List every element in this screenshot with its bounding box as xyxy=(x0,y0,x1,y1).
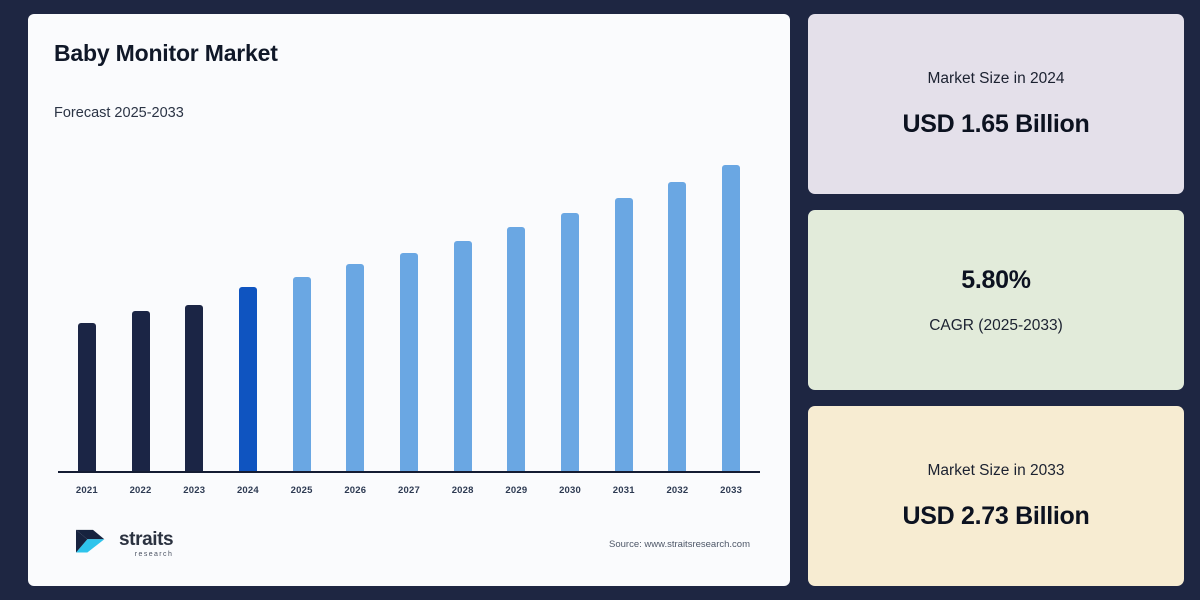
page-title: Baby Monitor Market xyxy=(54,40,278,66)
bar xyxy=(185,304,204,472)
bar-slot xyxy=(704,135,758,472)
x-axis-tick-label: 2033 xyxy=(720,485,743,496)
bar-slot xyxy=(382,135,436,472)
bar-slot xyxy=(221,135,275,472)
stat-card-label: Market Size in 2033 xyxy=(927,461,1065,479)
stat-card: Market Size in 2024 USD 1.65 Billion xyxy=(808,14,1184,194)
bar-slot xyxy=(60,135,114,472)
stat-card-label: CAGR (2025-2033) xyxy=(929,316,1063,334)
bar-slot xyxy=(167,135,221,472)
forecast-subtitle: Forecast 2025-2033 xyxy=(54,105,184,121)
x-axis-tick-label: 2031 xyxy=(612,485,635,496)
logo-wordmark: straits research xyxy=(119,529,174,558)
chart-footer: straits research Source: www.straitsrese… xyxy=(52,516,766,572)
bar-slot xyxy=(114,135,168,472)
x-axis-tick-label: 2030 xyxy=(559,485,581,496)
bar xyxy=(292,276,311,472)
straits-logo-icon xyxy=(76,529,105,553)
bar xyxy=(131,311,150,472)
stat-card: Market Size in 2033 USD 2.73 Billion xyxy=(808,406,1184,586)
x-axis-tick-label: 2026 xyxy=(344,485,367,496)
x-axis-tick-label: 2024 xyxy=(236,485,259,496)
bar xyxy=(561,212,580,472)
bar xyxy=(238,286,257,472)
stat-card-value: USD 1.65 Billion xyxy=(902,109,1090,138)
logo-subword: research xyxy=(134,551,174,558)
x-axis-tick-label: 2027 xyxy=(398,485,420,496)
bar xyxy=(722,165,741,472)
x-axis-tick-label: 2021 xyxy=(75,485,98,496)
straits-research-logo: straits research xyxy=(74,527,174,561)
bar-slot xyxy=(436,135,490,472)
stat-card-value: USD 2.73 Billion xyxy=(902,501,1090,530)
bar-slot xyxy=(597,135,651,472)
x-axis-tick-label: 2025 xyxy=(290,485,313,496)
logo-word: straits xyxy=(119,529,174,550)
stat-card-label: Market Size in 2024 xyxy=(927,69,1065,87)
x-axis-tick-label: 2023 xyxy=(183,485,206,496)
x-axis-tick-label: 2028 xyxy=(451,485,474,496)
bar xyxy=(614,197,633,472)
stat-card-value: 5.80% xyxy=(961,265,1031,294)
bar-group xyxy=(60,135,758,472)
bar-slot xyxy=(543,135,597,472)
bar-chart: 2021 2022 2023 2024 2025 2026 2027 2028 2029 2030… xyxy=(54,135,766,516)
bar-slot xyxy=(275,135,329,472)
x-axis-labels: 2021 2022 2023 2024 2025 2026 2027 2028 2029 2030… xyxy=(60,485,758,496)
source-attribution: Source: www.straitsresearch.com xyxy=(609,538,750,550)
stat-card: 5.80% CAGR (2025-2033) xyxy=(808,210,1184,390)
stat-card-list: Market Size in 2024 USD 1.65 Billion 5.80%… xyxy=(808,14,1184,586)
bar-slot xyxy=(490,135,544,472)
bar xyxy=(453,240,472,472)
bar xyxy=(346,264,365,472)
x-axis-tick-label: 2032 xyxy=(666,485,689,496)
bar-slot xyxy=(328,135,382,472)
x-axis-tick-label: 2029 xyxy=(505,485,528,496)
bar xyxy=(507,227,526,472)
bar xyxy=(668,182,687,472)
bar xyxy=(77,322,96,472)
chart-panel: Baby Monitor Market Forecast 2025-2033 2… xyxy=(28,14,790,586)
x-axis-line xyxy=(58,471,760,473)
bar xyxy=(399,252,418,472)
x-axis-tick-label: 2022 xyxy=(129,485,152,496)
bar-slot xyxy=(651,135,705,472)
